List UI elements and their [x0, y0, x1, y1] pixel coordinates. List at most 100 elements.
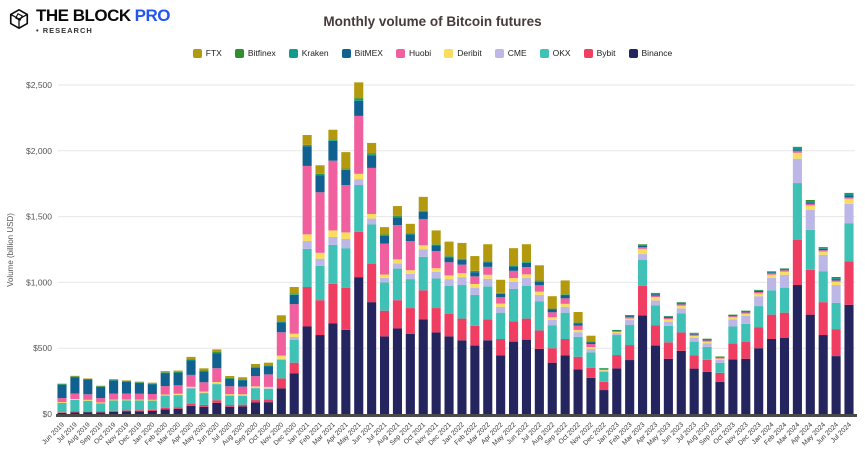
bar-segment-ftx-18[interactable]: [289, 287, 299, 294]
bar-segment-kraken-38[interactable]: [547, 308, 557, 310]
bar-segment-bitmex-57[interactable]: [792, 149, 802, 151]
bar-segment-okx-19[interactable]: [302, 248, 312, 287]
bar-segment-bitfinex-18[interactable]: [289, 293, 299, 295]
bar-segment-ftx-34[interactable]: [496, 279, 506, 293]
bar-segment-bybit-5[interactable]: [121, 410, 132, 412]
bar-segment-ftx-26[interactable]: [392, 206, 402, 216]
bar-segment-bybit-59[interactable]: [818, 302, 828, 336]
bar-segment-huobi-28[interactable]: [418, 218, 428, 246]
bar-segment-bitfinex-53[interactable]: [741, 310, 751, 312]
bar-segment-huobi-10[interactable]: [186, 374, 196, 387]
bar-segment-bybit-45[interactable]: [638, 285, 648, 316]
bar-segment-kraken-30[interactable]: [444, 256, 454, 258]
bar-segment-deribit-6[interactable]: [134, 399, 144, 401]
bar-segment-okx-32[interactable]: [470, 294, 480, 326]
bar-segment-binance-18[interactable]: [289, 373, 299, 414]
bar-segment-okx-56[interactable]: [779, 287, 790, 313]
bar-segment-binance-32[interactable]: [470, 345, 480, 414]
bar-segment-bitmex-10[interactable]: [186, 360, 196, 375]
bar-segment-cme-17[interactable]: [276, 358, 286, 360]
bar-segment-kraken-55[interactable]: [767, 271, 777, 273]
bar-segment-kraken-1[interactable]: [70, 376, 80, 378]
bar-segment-binance-13[interactable]: [225, 406, 235, 414]
bar-segment-kraken-8[interactable]: [160, 372, 170, 374]
bar-segment-kraken-44[interactable]: [625, 315, 635, 316]
bar-segment-bitfinex-39[interactable]: [560, 294, 570, 295]
bar-segment-binance-36[interactable]: [521, 339, 532, 414]
bar-segment-cme-13[interactable]: [225, 395, 235, 396]
legend-item-cme[interactable]: CME: [494, 48, 527, 58]
bar-segment-bitmex-6[interactable]: [134, 382, 144, 394]
bar-segment-binance-20[interactable]: [315, 335, 325, 414]
bar-segment-kraken-4[interactable]: [109, 380, 119, 381]
bar-segment-binance-6[interactable]: [134, 411, 144, 414]
bar-segment-okx-36[interactable]: [521, 285, 532, 319]
bar-segment-okx-7[interactable]: [147, 400, 157, 410]
bar-segment-bybit-10[interactable]: [186, 403, 196, 406]
bar-segment-cme-30[interactable]: [444, 279, 454, 286]
bar-segment-cme-60[interactable]: [831, 285, 841, 303]
bar-segment-huobi-47[interactable]: [663, 317, 673, 320]
bar-segment-bitfinex-28[interactable]: [418, 210, 428, 212]
bar-segment-okx-31[interactable]: [457, 285, 467, 319]
bar-segment-okx-25[interactable]: [379, 282, 390, 311]
bar-segment-huobi-60[interactable]: [831, 280, 841, 282]
bar-segment-bitmex-55[interactable]: [767, 272, 777, 274]
bar-segment-bybit-42[interactable]: [599, 381, 609, 391]
bar-segment-bitfinex-29[interactable]: [431, 244, 441, 245]
bar-segment-huobi-56[interactable]: [779, 270, 790, 272]
bar-segment-bybit-12[interactable]: [212, 400, 222, 403]
bar-segment-okx-30[interactable]: [444, 285, 454, 314]
bar-segment-kraken-34[interactable]: [496, 293, 506, 294]
bar-segment-huobi-6[interactable]: [134, 393, 144, 400]
bar-segment-cme-16[interactable]: [263, 388, 273, 389]
bar-segment-okx-24[interactable]: [367, 224, 377, 264]
bar-segment-deribit-45[interactable]: [638, 248, 648, 255]
bar-segment-cme-28[interactable]: [418, 249, 428, 257]
bar-segment-binance-61[interactable]: [844, 304, 854, 414]
bar-segment-cme-19[interactable]: [302, 240, 312, 249]
bar-segment-kraken-37[interactable]: [534, 281, 544, 282]
bar-segment-binance-0[interactable]: [57, 412, 67, 414]
bar-segment-bybit-30[interactable]: [444, 313, 454, 337]
bar-segment-binance-33[interactable]: [483, 340, 493, 414]
bar-segment-bitfinex-32[interactable]: [470, 270, 480, 272]
bar-segment-bitfinex-55[interactable]: [767, 271, 777, 272]
bar-segment-deribit-48[interactable]: [676, 305, 686, 309]
bar-segment-cme-20[interactable]: [315, 258, 325, 266]
bar-segment-binance-56[interactable]: [779, 337, 790, 414]
bar-segment-huobi-57[interactable]: [792, 150, 802, 153]
legend-item-okx[interactable]: OKX: [539, 48, 571, 58]
bar-segment-binance-34[interactable]: [496, 355, 506, 414]
bar-segment-cme-18[interactable]: [289, 337, 299, 340]
bar-segment-ftx-38[interactable]: [547, 296, 557, 309]
bar-segment-cme-55[interactable]: [767, 277, 777, 291]
bar-segment-cme-40[interactable]: [573, 332, 583, 337]
bar-segment-okx-1[interactable]: [70, 399, 80, 412]
bar-segment-binance-46[interactable]: [650, 345, 661, 414]
bar-segment-bybit-25[interactable]: [379, 310, 390, 337]
bar-segment-deribit-44[interactable]: [625, 318, 635, 321]
bar-segment-deribit-21[interactable]: [328, 230, 338, 237]
bar-segment-cme-43[interactable]: [612, 333, 622, 336]
bar-segment-bitmex-27[interactable]: [405, 234, 415, 242]
bar-segment-kraken-22[interactable]: [341, 169, 351, 170]
bar-segment-okx-41[interactable]: [586, 352, 596, 368]
bar-segment-cme-48[interactable]: [676, 308, 686, 314]
bar-segment-huobi-3[interactable]: [96, 398, 106, 403]
bar-segment-cme-42[interactable]: [599, 370, 609, 372]
bar-segment-ftx-13[interactable]: [225, 375, 235, 378]
bar-segment-cme-24[interactable]: [367, 218, 377, 225]
bar-segment-bitfinex-49[interactable]: [689, 332, 699, 334]
bar-segment-deribit-12[interactable]: [212, 382, 222, 384]
bar-segment-ftx-40[interactable]: [573, 312, 583, 323]
bar-segment-ftx-21[interactable]: [328, 129, 338, 140]
bar-segment-okx-6[interactable]: [134, 400, 144, 411]
bar-segment-huobi-5[interactable]: [121, 393, 132, 400]
bar-segment-deribit-55[interactable]: [767, 274, 777, 278]
bar-segment-bitmex-51[interactable]: [715, 357, 725, 358]
bar-segment-bitfinex-44[interactable]: [625, 315, 635, 316]
bar-segment-huobi-33[interactable]: [483, 266, 493, 275]
bar-segment-cme-25[interactable]: [379, 277, 390, 283]
bar-segment-bybit-4[interactable]: [109, 410, 119, 412]
